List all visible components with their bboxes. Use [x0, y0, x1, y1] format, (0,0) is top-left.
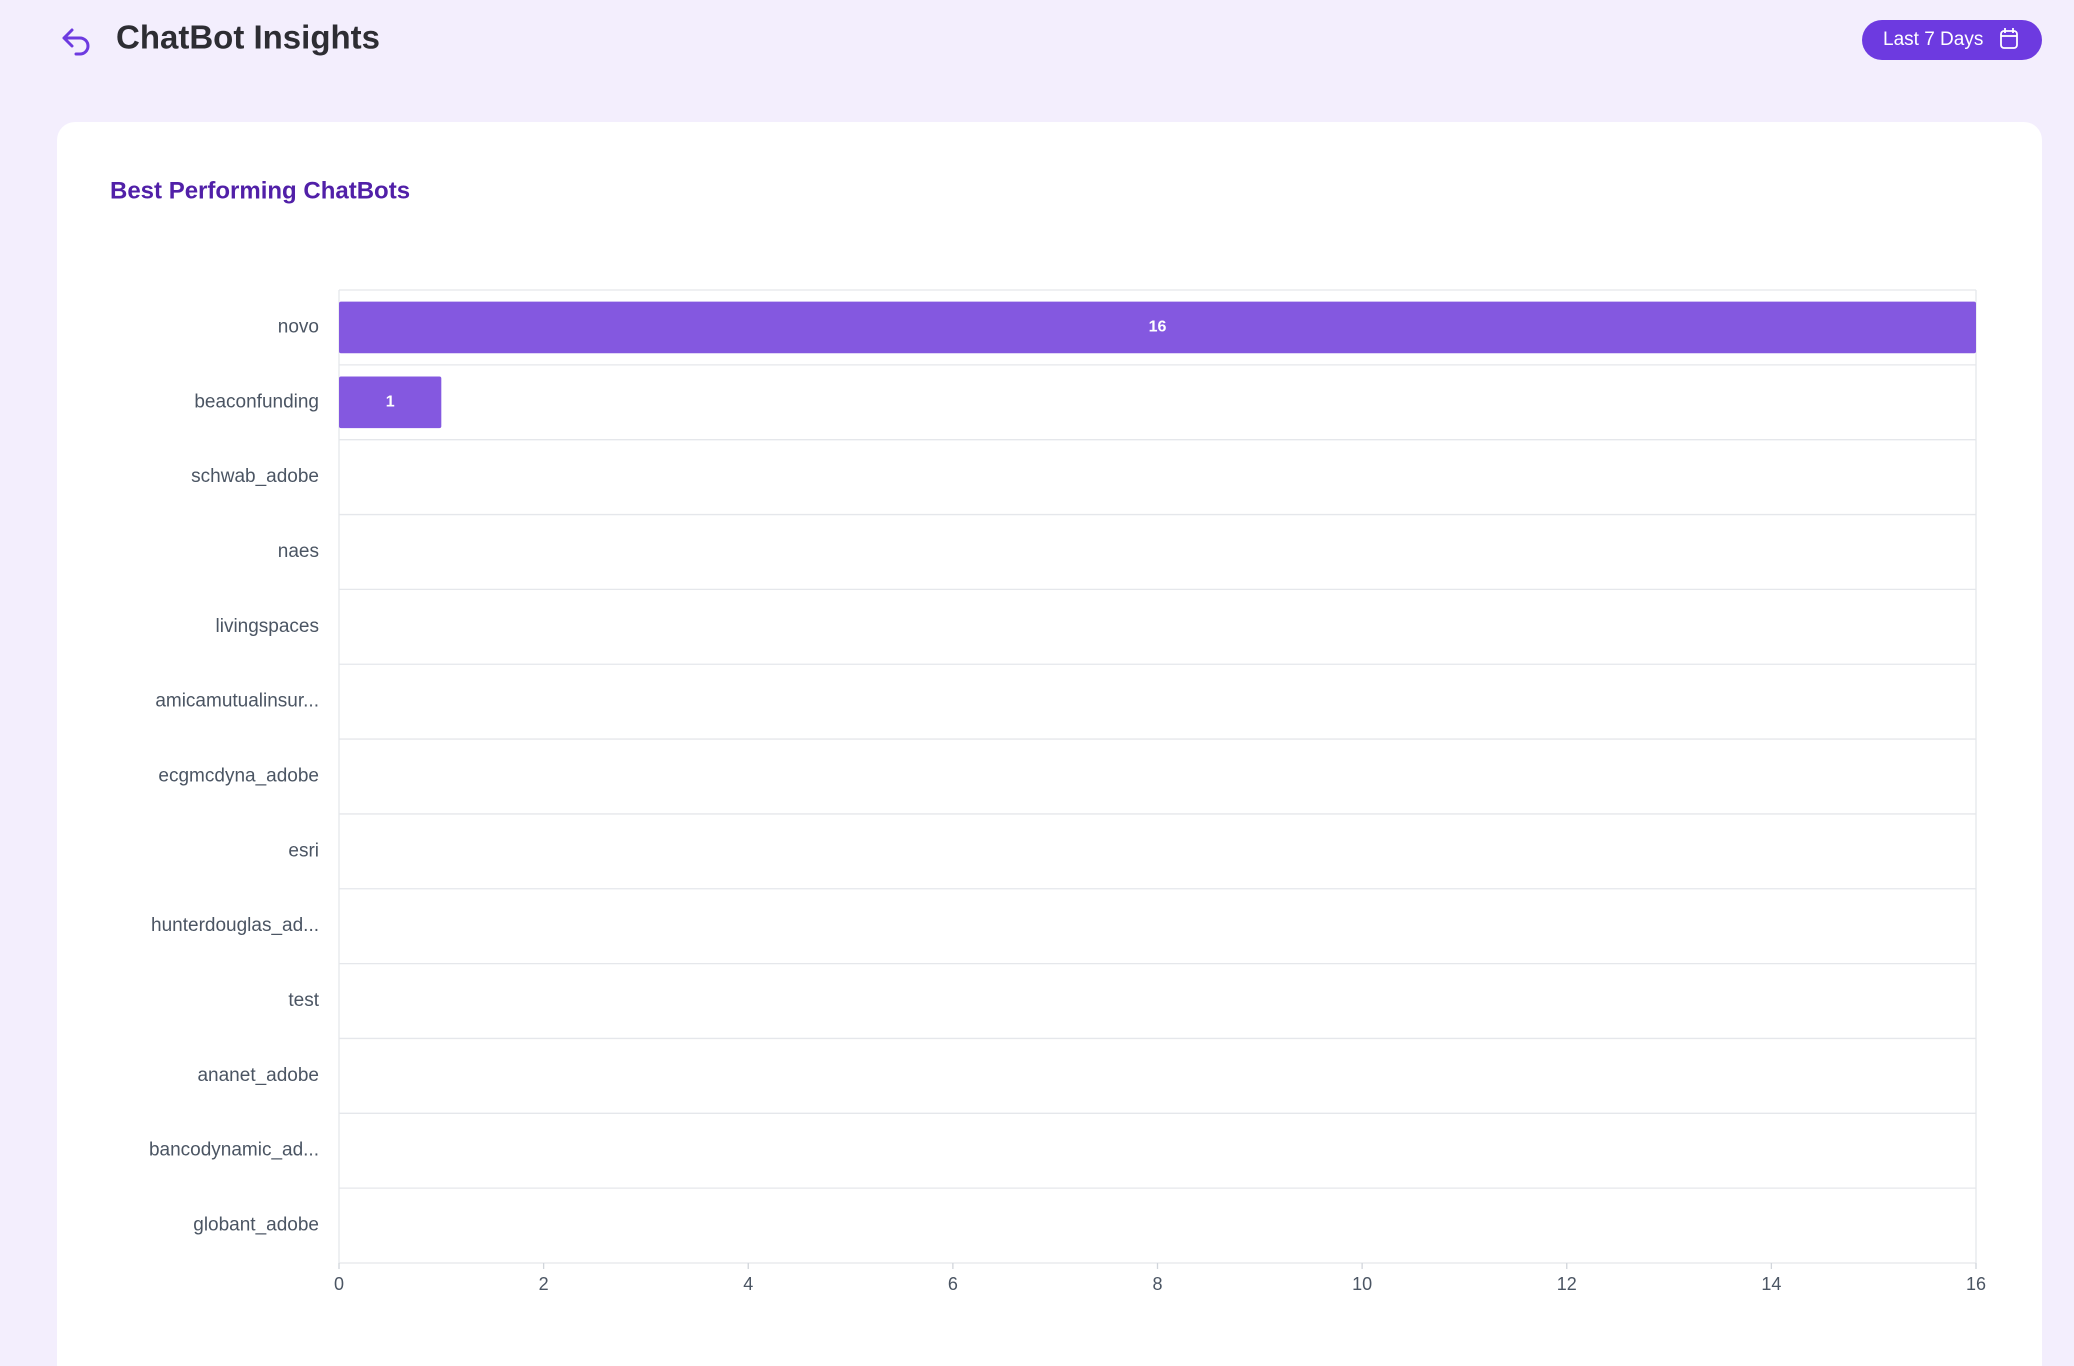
bar: [339, 301, 1976, 354]
bar: [339, 376, 442, 429]
y-tick-label: ecgmcdyna_adobe: [158, 766, 319, 787]
chart-title: Best Performing ChatBots: [110, 177, 410, 204]
x-tick-label: 4: [743, 1274, 753, 1294]
back-icon: [62, 28, 90, 56]
x-tick-label: 16: [1966, 1274, 1986, 1294]
y-tick-label: beaconfunding: [194, 391, 319, 412]
calendar-icon: [2000, 28, 2018, 49]
card: [57, 122, 2042, 1366]
y-tick-label: bancodynamic_ad...: [149, 1140, 319, 1161]
bar-value-label: 1: [386, 393, 395, 410]
x-tick-label: 10: [1352, 1274, 1372, 1294]
y-tick-label: globant_adobe: [193, 1215, 319, 1236]
button-background: [1862, 20, 2042, 60]
y-tick-label: livingspaces: [216, 616, 320, 637]
x-tick-label: 12: [1557, 1274, 1577, 1294]
date-range-button[interactable]: Last 7 Days: [1862, 20, 2042, 60]
y-tick-label: schwab_adobe: [191, 466, 319, 487]
chart: 0 2 4 6 8 10 12 14 16 novo 16 beaconfunding 1 schwab_…: [149, 289, 1986, 1294]
x-tick-label: 8: [1152, 1274, 1162, 1294]
x-tick-label: 2: [539, 1274, 549, 1294]
button-label: Last 7 Days: [1883, 29, 1983, 50]
y-tick-label: amicamutualinsur...: [155, 691, 319, 712]
x-tick-label: 0: [334, 1274, 344, 1294]
y-tick-label: novo: [278, 316, 319, 337]
y-tick-label: ananet_adobe: [197, 1065, 319, 1086]
bar-value-label: 16: [1149, 319, 1167, 336]
x-tick-label: 14: [1761, 1274, 1781, 1294]
y-tick-label: test: [288, 990, 319, 1011]
y-tick-label: naes: [278, 541, 319, 562]
y-tick-label: hunterdouglas_ad...: [151, 915, 319, 936]
x-tick-label: 6: [948, 1274, 958, 1294]
y-tick-label: esri: [288, 840, 319, 861]
page-title: ChatBot Insights: [116, 19, 380, 56]
back-button[interactable]: [62, 28, 90, 56]
